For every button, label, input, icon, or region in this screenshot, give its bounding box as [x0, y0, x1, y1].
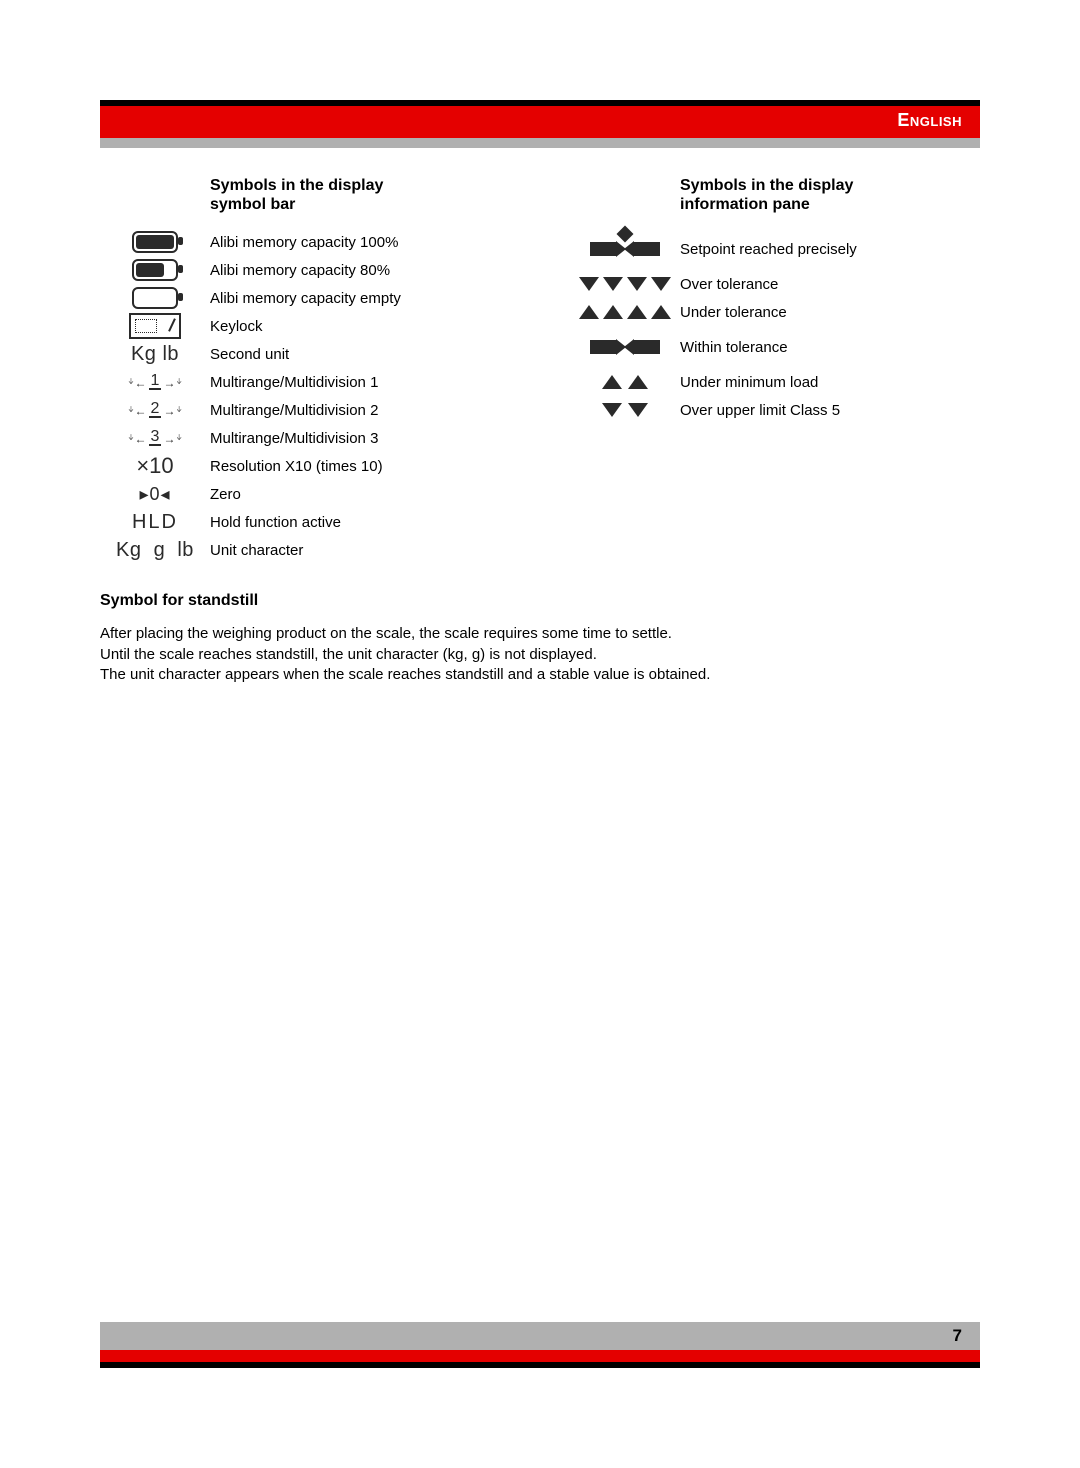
symbol-row: Under tolerance	[570, 298, 980, 326]
symbol-label: Hold function active	[210, 514, 341, 531]
symbol-label: Zero	[210, 486, 241, 503]
title-line: symbol bar	[210, 196, 295, 213]
symbol-label: Alibi memory capacity 80%	[210, 262, 390, 279]
header-bar-red: English	[100, 106, 980, 138]
symbol-row: Alibi memory capacity 80%	[100, 256, 510, 284]
symbol-label: Second unit	[210, 346, 289, 363]
info-pane-column: Symbols in the display information pane …	[570, 176, 980, 564]
hld-icon: HLD	[100, 511, 210, 534]
section-title-right: Symbols in the display information pane	[680, 176, 980, 214]
symbol-bar-column: Symbols in the display symbol bar Alibi …	[100, 176, 510, 564]
page-footer: 7	[100, 1322, 980, 1368]
under-tolerance-icon	[570, 305, 680, 319]
standstill-paragraph: After placing the weighing product on th…	[100, 624, 980, 685]
symbol-row: Over tolerance	[570, 270, 980, 298]
kg-g-lb-icon: Kg g lb	[100, 539, 210, 562]
symbol-row: Over upper limit Class 5	[570, 396, 980, 424]
x10-icon: ×10	[100, 453, 210, 479]
setpoint-icon	[570, 242, 680, 256]
symbol-row: Within tolerance	[570, 326, 980, 368]
symbol-label: Alibi memory capacity empty	[210, 290, 401, 307]
page-number: 7	[953, 1326, 962, 1346]
text-line: Until the scale reaches standstill, the …	[100, 646, 597, 663]
symbol-row: Kg lb Second unit	[100, 340, 510, 368]
battery-empty-icon	[100, 287, 210, 309]
text-line: The unit character appears when the scal…	[100, 666, 710, 683]
over-tolerance-icon	[570, 277, 680, 291]
footer-bar-red	[100, 1350, 980, 1362]
title-line: Symbols in the display	[210, 177, 383, 194]
symbol-label: Multirange/Multidivision 2	[210, 402, 378, 419]
symbol-row: Alibi memory capacity empty	[100, 284, 510, 312]
over-upper-limit-icon	[570, 403, 680, 417]
symbol-label: Under minimum load	[680, 374, 818, 391]
symbol-label: Over tolerance	[680, 276, 778, 293]
section-title-left: Symbols in the display symbol bar	[210, 176, 510, 214]
symbol-row: Keylock	[100, 312, 510, 340]
range-3-icon: ᛎ←3→ᛎ	[100, 430, 210, 446]
symbol-label: Alibi memory capacity 100%	[210, 234, 398, 251]
language-label: English	[897, 110, 962, 131]
symbol-label: Over upper limit Class 5	[680, 402, 840, 419]
page-header: English	[100, 100, 980, 148]
footer-bar-gray: 7	[100, 1322, 980, 1350]
content-area: Symbols in the display symbol bar Alibi …	[100, 148, 980, 685]
symbol-row: Under minimum load	[570, 368, 980, 396]
symbol-row: HLD Hold function active	[100, 508, 510, 536]
symbol-row: ▸0◂ Zero	[100, 480, 510, 508]
symbol-label: Multirange/Multidivision 1	[210, 374, 378, 391]
symbol-row: Setpoint reached precisely	[570, 228, 980, 270]
title-line: Symbols in the display	[680, 177, 853, 194]
header-rule-gray	[100, 138, 980, 148]
symbol-label: Resolution X10 (times 10)	[210, 458, 383, 475]
symbol-label: Under tolerance	[680, 304, 787, 321]
symbol-label: Unit character	[210, 542, 303, 559]
zero-icon: ▸0◂	[100, 484, 210, 505]
standstill-section: Symbol for standstill After placing the …	[100, 592, 980, 685]
symbol-label: Multirange/Multidivision 3	[210, 430, 378, 447]
two-column-layout: Symbols in the display symbol bar Alibi …	[100, 176, 980, 564]
symbol-row: Alibi memory capacity 100%	[100, 228, 510, 256]
symbol-row: ×10 Resolution X10 (times 10)	[100, 452, 510, 480]
standstill-heading: Symbol for standstill	[100, 592, 980, 610]
footer-rule-black	[100, 1362, 980, 1368]
title-line: information pane	[680, 196, 810, 213]
symbol-label: Keylock	[210, 318, 263, 335]
battery-80-icon	[100, 259, 210, 281]
range-1-icon: ᛎ←1→ᛎ	[100, 374, 210, 390]
kg-lb-icon: Kg lb	[100, 343, 210, 366]
symbol-row: ᛎ←1→ᛎ Multirange/Multidivision 1	[100, 368, 510, 396]
symbol-row: Kg g lb Unit character	[100, 536, 510, 564]
symbol-row: ᛎ←3→ᛎ Multirange/Multidivision 3	[100, 424, 510, 452]
document-page: English Symbols in the display symbol ba…	[100, 100, 980, 1368]
symbol-label: Within tolerance	[680, 339, 788, 356]
keylock-icon	[100, 313, 210, 339]
under-min-load-icon	[570, 375, 680, 389]
symbol-row: ᛎ←2→ᛎ Multirange/Multidivision 2	[100, 396, 510, 424]
range-2-icon: ᛎ←2→ᛎ	[100, 402, 210, 418]
text-line: After placing the weighing product on th…	[100, 625, 672, 642]
symbol-label: Setpoint reached precisely	[680, 241, 857, 258]
within-tolerance-icon	[570, 340, 680, 354]
battery-100-icon	[100, 231, 210, 253]
